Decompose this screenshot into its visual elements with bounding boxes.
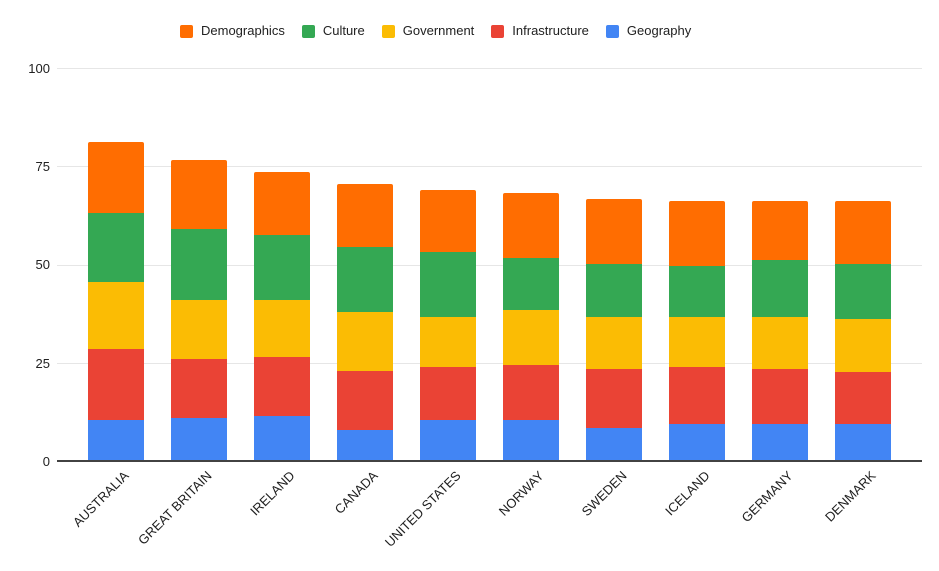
segment-ireland-government[interactable] xyxy=(254,299,310,357)
gridline-100 xyxy=(57,68,922,69)
y-tick-label-75: 75 xyxy=(35,158,50,174)
segment-united-states-infrastructure[interactable] xyxy=(420,366,476,420)
segment-germany-demographics[interactable] xyxy=(752,201,808,261)
segment-denmark-infrastructure[interactable] xyxy=(835,372,891,424)
segment-australia-geography[interactable] xyxy=(88,419,144,461)
segment-australia-culture[interactable] xyxy=(88,213,144,282)
legend-label: Culture xyxy=(322,23,365,38)
plot-area xyxy=(57,68,922,462)
legend-label: Government xyxy=(402,23,475,38)
x-axis-line xyxy=(57,460,922,462)
segment-australia-infrastructure[interactable] xyxy=(88,348,144,420)
gridline-75 xyxy=(57,166,922,168)
segment-ireland-geography[interactable] xyxy=(254,415,310,461)
segment-united-states-government[interactable] xyxy=(420,317,476,367)
x-label-denmark: DENMARK xyxy=(822,468,879,525)
x-label-germany: GERMANY xyxy=(738,468,796,526)
bar-denmark[interactable] xyxy=(835,201,891,461)
legend-item-government[interactable]: Government xyxy=(381,23,475,38)
segment-canada-government[interactable] xyxy=(337,311,393,371)
y-tick-label-100: 100 xyxy=(28,60,50,76)
segment-united-states-demographics[interactable] xyxy=(420,189,476,253)
legend-label: Infrastructure xyxy=(512,23,589,38)
segment-norway-culture[interactable] xyxy=(503,258,559,310)
segment-germany-government[interactable] xyxy=(752,317,808,369)
bar-canada[interactable] xyxy=(337,183,393,461)
segment-denmark-geography[interactable] xyxy=(835,423,891,461)
segment-great-britain-geography[interactable] xyxy=(171,417,227,461)
legend-swatch-geography xyxy=(605,24,619,38)
bar-united-states[interactable] xyxy=(420,189,476,461)
segment-canada-demographics[interactable] xyxy=(337,183,393,247)
segment-germany-culture[interactable] xyxy=(752,260,808,318)
segment-united-states-geography[interactable] xyxy=(420,419,476,461)
x-label-sweden: SWEDEN xyxy=(578,468,630,519)
gridline-25 xyxy=(57,363,922,365)
legend-item-infrastructure[interactable]: Infrastructure xyxy=(491,24,589,38)
segment-great-britain-infrastructure[interactable] xyxy=(171,358,227,418)
segment-sweden-infrastructure[interactable] xyxy=(586,368,642,428)
legend-item-demographics[interactable]: Demographics xyxy=(180,24,285,38)
segment-canada-culture[interactable] xyxy=(337,246,393,312)
legend-swatch-culture xyxy=(301,24,315,38)
legend-swatch-infrastructure xyxy=(491,24,505,38)
legend-label: Geography xyxy=(626,23,692,38)
segment-ireland-culture[interactable] xyxy=(254,234,310,300)
segment-norway-demographics[interactable] xyxy=(503,193,559,259)
segment-norway-geography[interactable] xyxy=(503,419,559,461)
legend-label: Demographics xyxy=(201,23,285,38)
chart-legend: Demographics Culture Government Infrastruct… xyxy=(180,24,691,38)
y-tick-label-25: 25 xyxy=(35,355,50,371)
bar-sweden[interactable] xyxy=(586,199,642,461)
segment-great-britain-demographics[interactable] xyxy=(171,160,227,229)
legend-item-geography[interactable]: Geography xyxy=(605,23,692,38)
segment-great-britain-government[interactable] xyxy=(171,299,227,359)
segment-iceland-culture[interactable] xyxy=(669,266,725,318)
bar-norway[interactable] xyxy=(503,193,559,461)
gridline-50 xyxy=(57,264,922,266)
legend-swatch-demographics xyxy=(180,24,193,38)
bar-australia[interactable] xyxy=(88,142,144,461)
x-label-canada: CANADA xyxy=(331,468,381,517)
legend-item-culture[interactable]: Culture xyxy=(301,23,365,38)
segment-sweden-demographics[interactable] xyxy=(586,199,642,265)
segment-australia-demographics[interactable] xyxy=(88,142,144,214)
x-label-iceland: ICELAND xyxy=(662,468,713,519)
segment-iceland-infrastructure[interactable] xyxy=(669,366,725,424)
segment-ireland-demographics[interactable] xyxy=(254,171,310,235)
segment-canada-geography[interactable] xyxy=(337,429,393,461)
segment-ireland-infrastructure[interactable] xyxy=(254,356,310,416)
segment-iceland-geography[interactable] xyxy=(669,423,725,461)
segment-sweden-government[interactable] xyxy=(586,317,642,369)
segment-denmark-demographics[interactable] xyxy=(835,201,891,265)
segment-norway-government[interactable] xyxy=(503,309,559,365)
x-label-united-states: UNITED STATES xyxy=(381,468,464,550)
segment-denmark-government[interactable] xyxy=(835,319,891,373)
segment-germany-geography[interactable] xyxy=(752,423,808,461)
segment-germany-infrastructure[interactable] xyxy=(752,368,808,424)
segment-canada-infrastructure[interactable] xyxy=(337,370,393,430)
bar-ireland[interactable] xyxy=(254,171,310,461)
segment-iceland-demographics[interactable] xyxy=(669,201,725,267)
segment-sweden-culture[interactable] xyxy=(586,264,642,318)
legend-swatch-government xyxy=(381,24,395,38)
bar-germany[interactable] xyxy=(752,201,808,461)
segment-great-britain-culture[interactable] xyxy=(171,228,227,300)
segment-australia-government[interactable] xyxy=(88,281,144,349)
x-label-ireland: IRELAND xyxy=(247,468,298,519)
y-tick-label-50: 50 xyxy=(35,257,50,273)
x-label-great-britain: GREAT BRITAIN xyxy=(135,468,215,548)
y-tick-label-0: 0 xyxy=(42,454,50,469)
x-label-australia: AUSTRALIA xyxy=(69,468,132,530)
x-label-norway: NORWAY xyxy=(495,468,547,519)
segment-iceland-government[interactable] xyxy=(669,317,725,367)
segment-sweden-geography[interactable] xyxy=(586,427,642,461)
segment-united-states-culture[interactable] xyxy=(420,252,476,318)
bar-great-britain[interactable] xyxy=(171,160,227,461)
bar-iceland[interactable] xyxy=(669,201,725,461)
segment-norway-infrastructure[interactable] xyxy=(503,364,559,420)
segment-denmark-culture[interactable] xyxy=(835,264,891,320)
